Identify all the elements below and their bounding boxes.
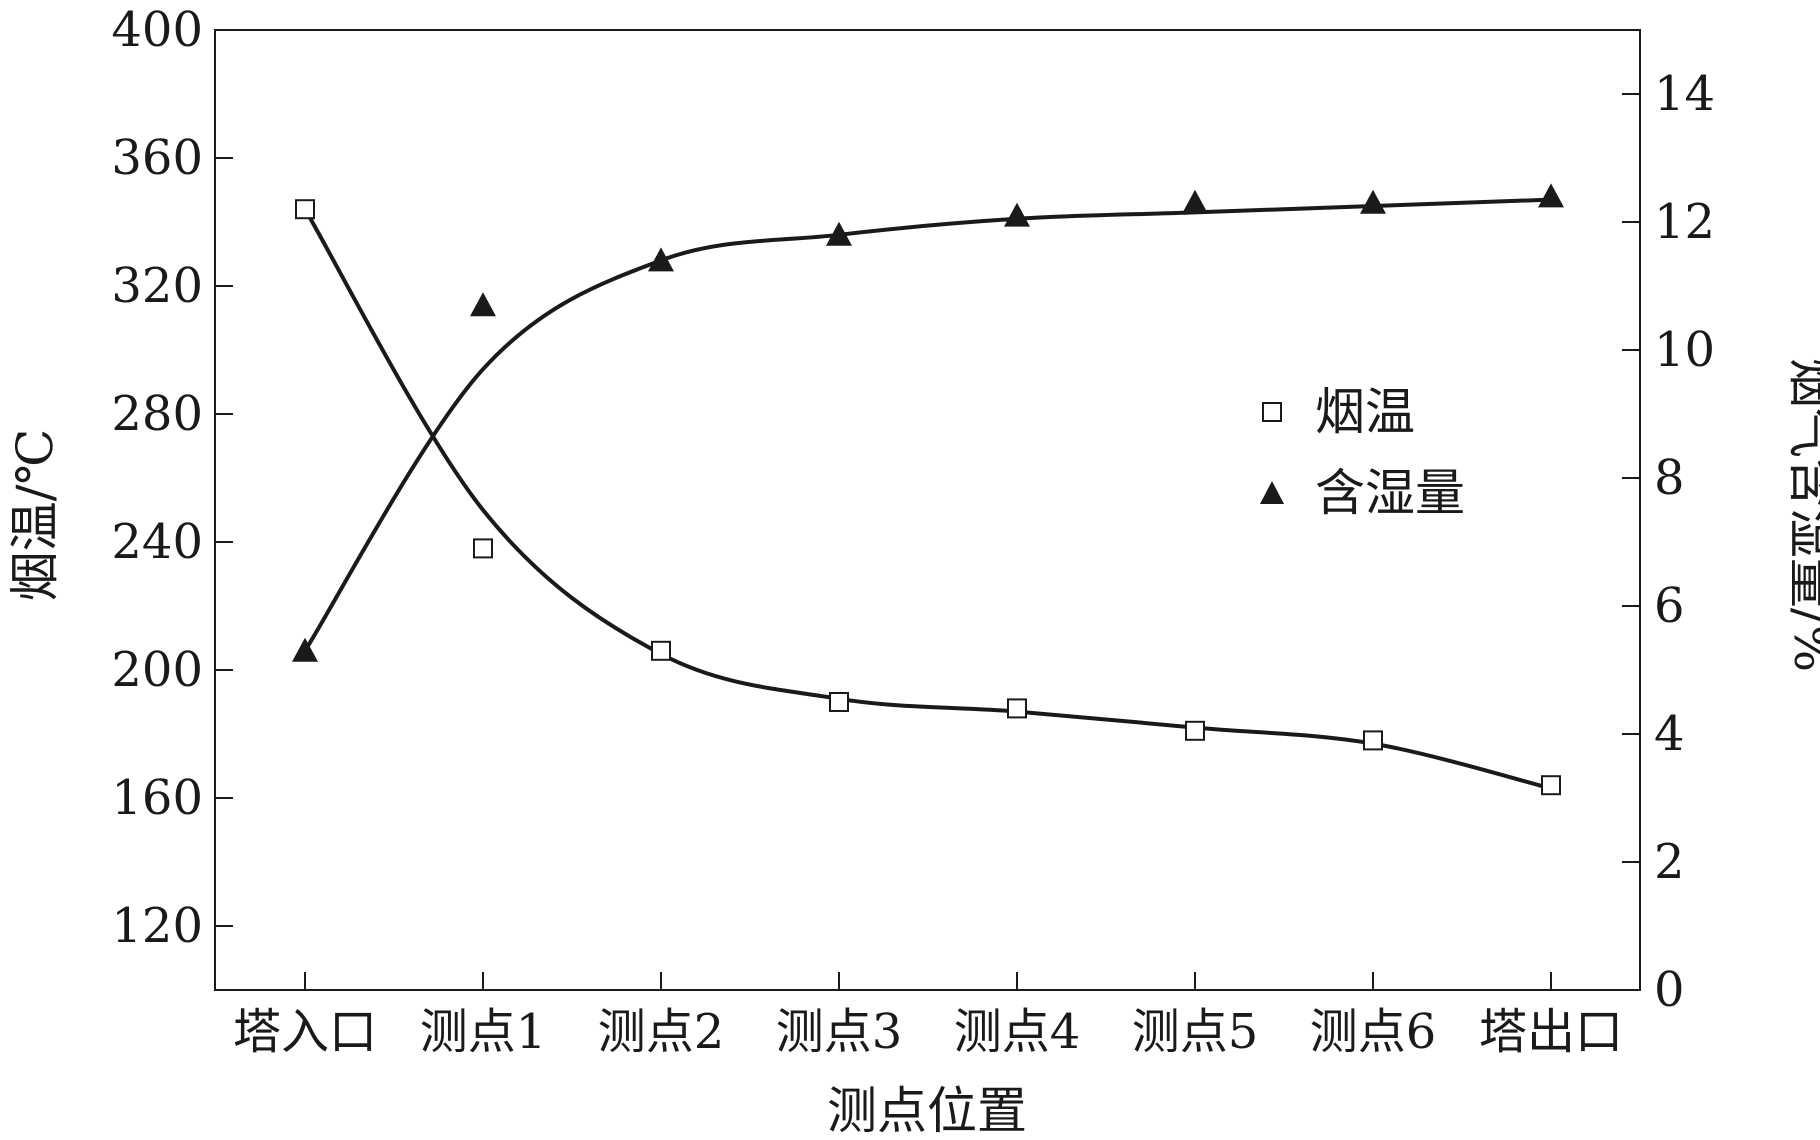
fit-curve-smoke-temperature <box>303 207 1553 791</box>
right-tick-label: 12 <box>1654 194 1715 250</box>
left-tick-label: 400 <box>111 2 203 58</box>
point-moisture-content <box>648 247 674 272</box>
point-smoke-temperature <box>1541 775 1561 796</box>
right-axis-title: 烟气含湿量/% <box>1783 358 1820 672</box>
left-tick-label: 360 <box>111 130 203 186</box>
left-axis-title: 烟温/℃ <box>6 429 64 602</box>
left-tick-label: 200 <box>111 642 203 698</box>
right-tick-label: 4 <box>1654 706 1685 762</box>
fit-curve-moisture-content <box>303 197 1553 653</box>
point-smoke-temperature <box>1185 720 1205 741</box>
x-tick-label: 测点3 <box>776 1004 903 1060</box>
legend-label-smoke-temperature: 烟温 <box>1315 383 1415 441</box>
point-smoke-temperature <box>651 640 671 661</box>
point-moisture-content <box>826 221 852 246</box>
point-smoke-temperature <box>829 692 849 712</box>
left-tick-label: 240 <box>111 514 203 570</box>
point-moisture-content <box>1538 183 1564 208</box>
left-tick-label: 320 <box>111 258 203 314</box>
x-tick-label: 塔入口 <box>233 1004 377 1060</box>
plot-frame <box>214 29 1641 991</box>
right-tick-label: 2 <box>1654 834 1685 890</box>
point-smoke-temperature <box>295 199 315 220</box>
right-tick-label: 8 <box>1654 450 1685 506</box>
right-tick-label: 0 <box>1654 962 1685 1018</box>
point-moisture-content <box>1360 189 1386 214</box>
x-axis-title: 测点位置 <box>827 1082 1027 1140</box>
x-axis-ticks: 塔入口 测点1 测点2 测点3 测点4 测点5 测点6 塔出口 <box>233 972 1623 1060</box>
point-smoke-temperature <box>1363 730 1383 751</box>
right-axis-ticks: 0 2 4 6 8 10 12 14 <box>1622 66 1715 1018</box>
x-tick-label: 塔出口 <box>1479 1004 1623 1060</box>
legend-marker-smoke-temperature <box>1262 402 1282 422</box>
left-tick-label: 120 <box>111 898 203 954</box>
point-smoke-temperature <box>473 538 493 559</box>
point-smoke-temperature <box>1007 698 1027 719</box>
legend-marker-moisture-content <box>1260 481 1284 504</box>
right-tick-label: 6 <box>1654 578 1685 634</box>
x-tick-label: 测点5 <box>1132 1004 1259 1060</box>
legend-label-moisture-content: 含湿量 <box>1315 464 1465 522</box>
legend: 烟温 含湿量 <box>1260 383 1465 522</box>
left-tick-label: 160 <box>111 770 203 826</box>
x-tick-label: 测点6 <box>1310 1004 1437 1060</box>
x-tick-label: 测点4 <box>954 1004 1081 1060</box>
point-moisture-content <box>1182 189 1208 214</box>
left-axis-ticks: 120 160 200 240 280 320 360 400 <box>111 2 233 954</box>
left-tick-label: 280 <box>111 386 203 442</box>
x-tick-label: 测点1 <box>420 1004 547 1060</box>
right-tick-label: 10 <box>1654 322 1715 378</box>
x-tick-label: 测点2 <box>598 1004 725 1060</box>
point-moisture-content <box>292 637 318 662</box>
point-moisture-content <box>470 292 496 317</box>
series-layer <box>292 183 1564 796</box>
point-moisture-content <box>1004 202 1030 227</box>
right-tick-label: 14 <box>1654 66 1715 122</box>
